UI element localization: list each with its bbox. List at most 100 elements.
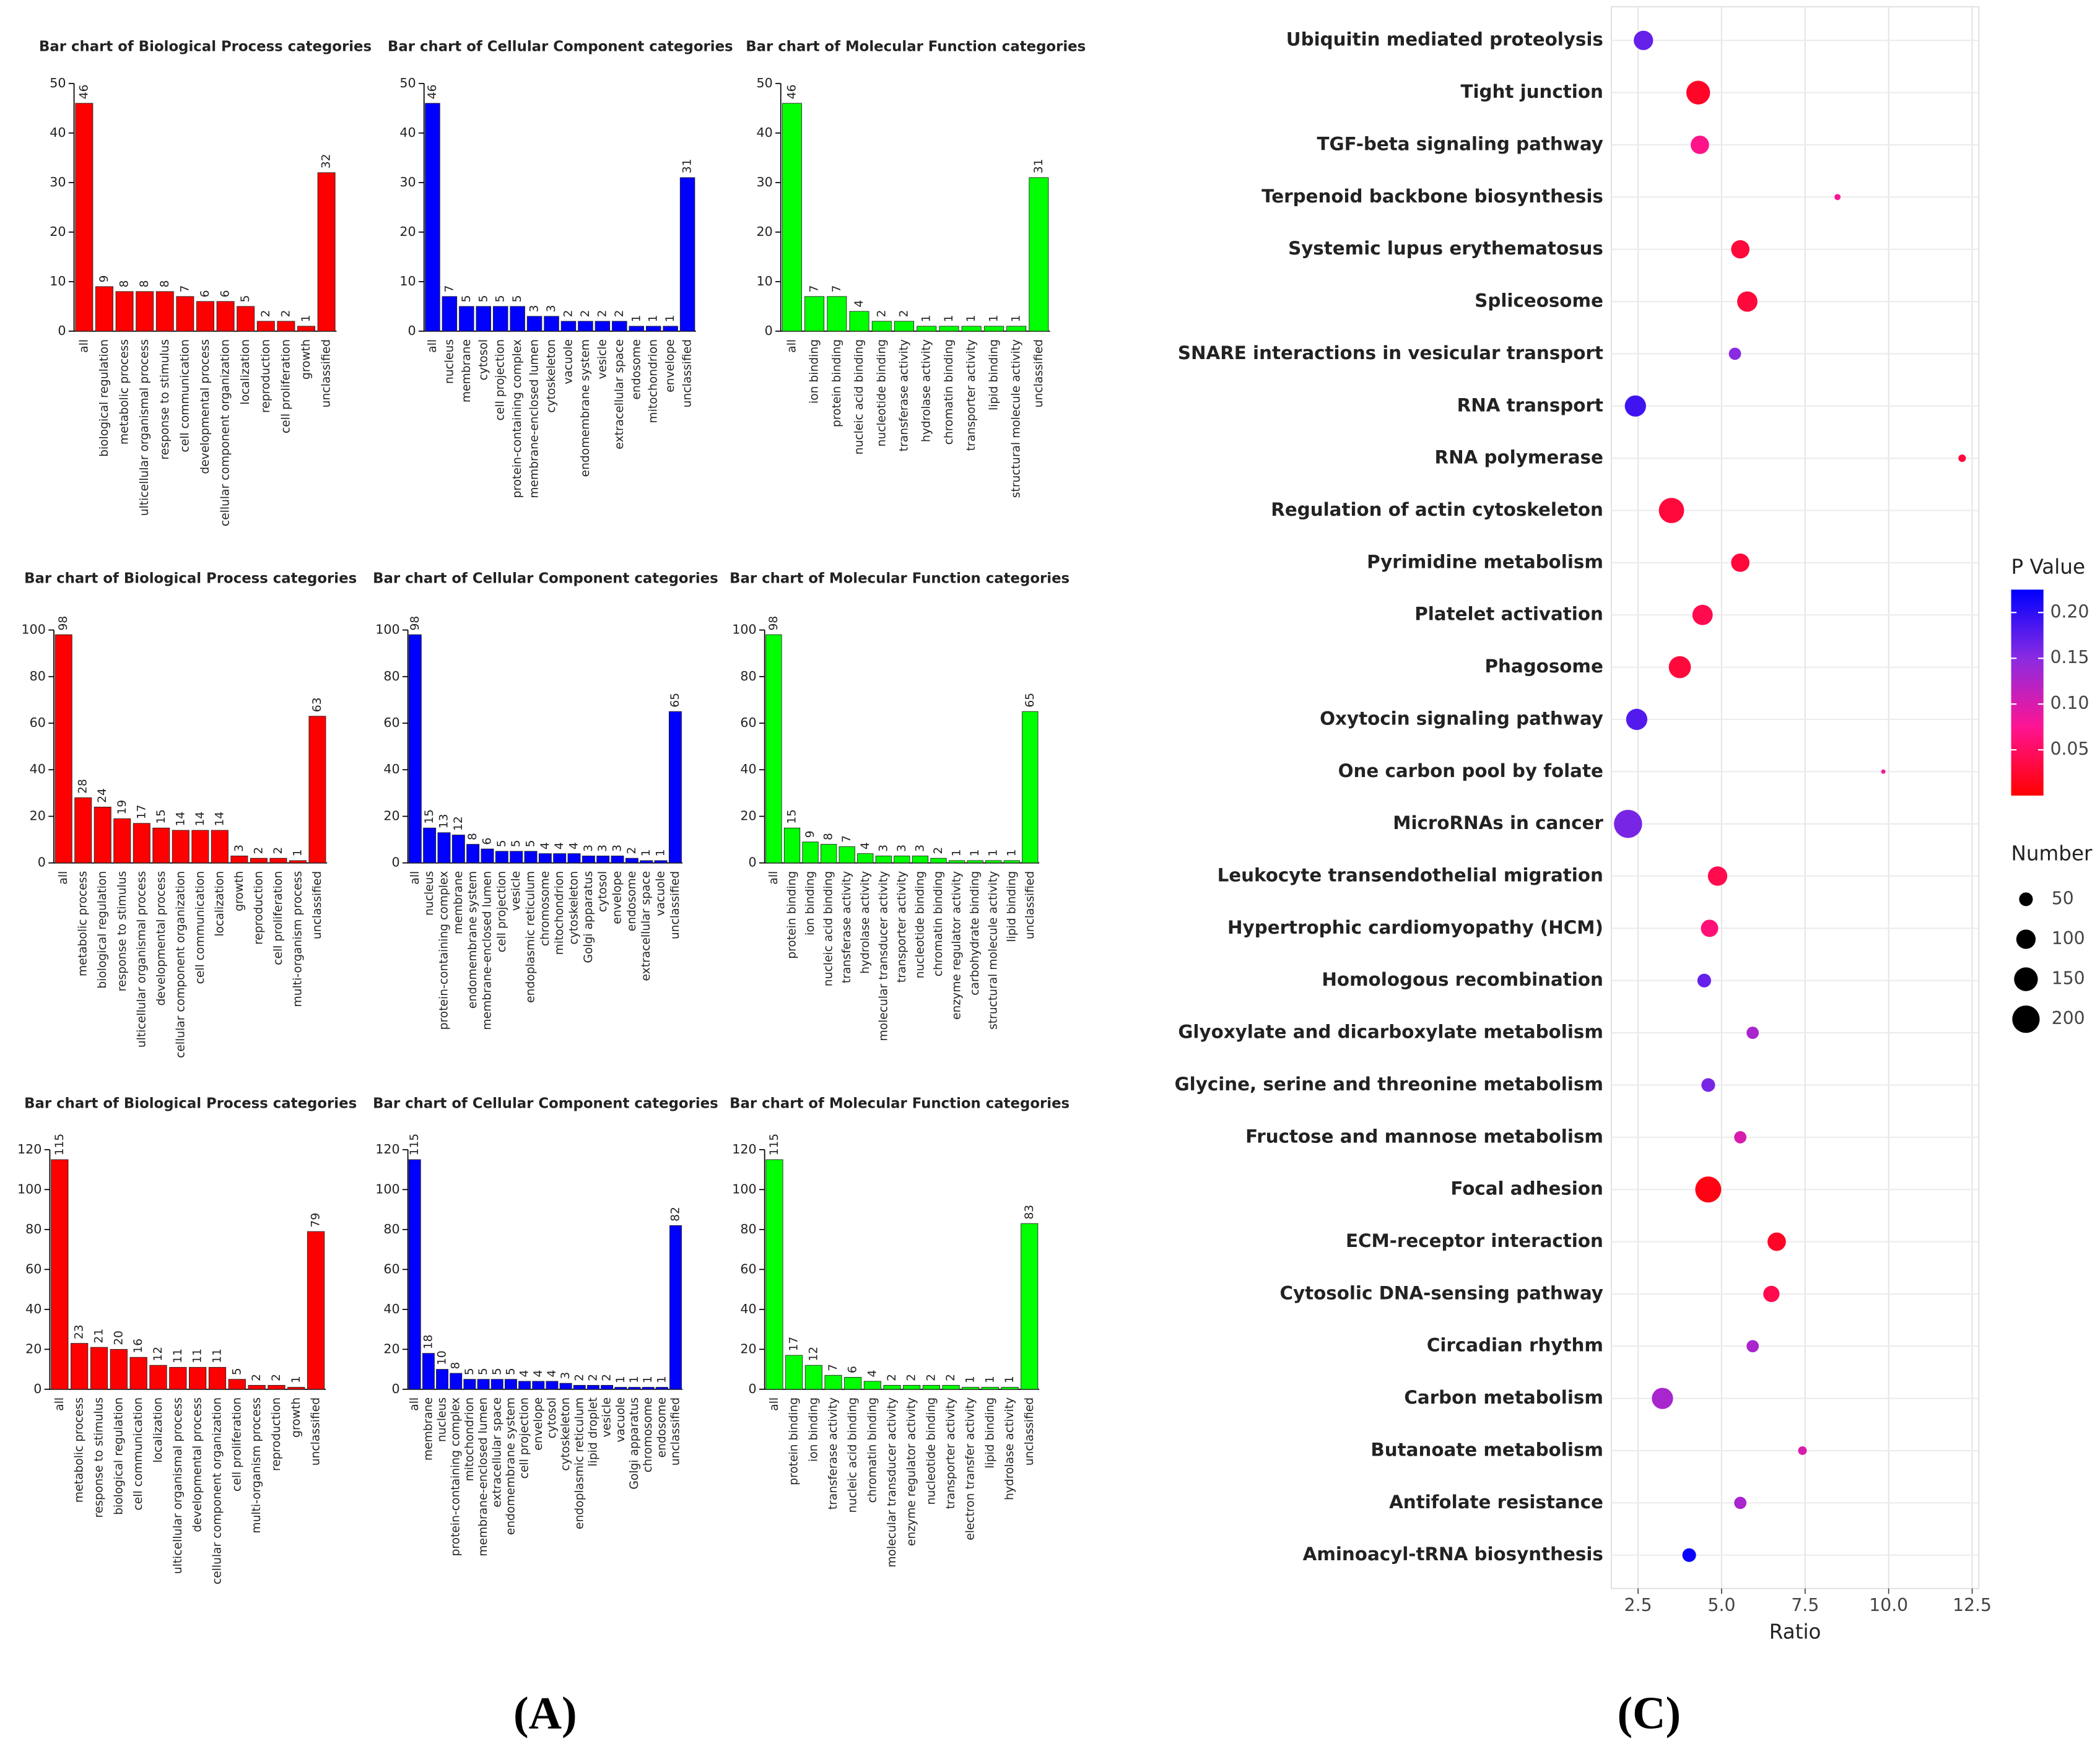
y-tick-label: 100 <box>17 1181 41 1196</box>
y-tick-label: 20 <box>399 224 416 239</box>
bar <box>481 848 494 864</box>
x-tick-label: all <box>408 1397 421 1411</box>
bar <box>191 830 209 864</box>
bar <box>612 321 627 332</box>
x-tick-label: localization <box>213 871 226 937</box>
value-label: 4 <box>518 1370 531 1378</box>
x-tick-label: biological regulation <box>96 871 109 989</box>
y-tick-label: 100 <box>732 1181 756 1196</box>
x-tick-label: cell proliferation <box>272 871 285 965</box>
x-tick-label: growth <box>233 871 246 911</box>
x-tick-label: vesicle <box>596 339 609 379</box>
bar <box>849 311 869 332</box>
x-tick-label: mitochondrion <box>463 1397 476 1482</box>
y-tick-label: Glycine, serine and threonine metabolism <box>1175 1074 1603 1095</box>
y-tick-label: 0 <box>391 855 399 870</box>
value-label: 1 <box>969 849 982 857</box>
value-label: 8 <box>118 280 131 287</box>
x-tick-label: molecular transducer activity <box>886 1397 899 1568</box>
x-tick-label: mitochondrion <box>553 871 566 955</box>
bar <box>586 1384 599 1390</box>
bar <box>94 806 111 864</box>
x-tick-label: endomembrane system <box>466 871 479 1009</box>
bar <box>595 321 611 332</box>
bar <box>169 1366 187 1390</box>
size-legend-label: 200 <box>2052 1008 2085 1028</box>
x-tick-label: reproduction <box>270 1397 283 1471</box>
value-label: 24 <box>96 788 109 803</box>
x-tick-label: enzyme regulator activity <box>905 1397 918 1546</box>
plot-background <box>1611 6 1980 1589</box>
y-tick-label: 0 <box>748 1381 756 1396</box>
x-tick-label: cell communication <box>194 871 207 984</box>
y-tick-label: 80 <box>30 669 46 684</box>
x-tick-label: vacuole <box>655 871 668 916</box>
x-tick-label: cytosol <box>477 339 490 380</box>
bubble <box>1731 240 1750 259</box>
x-tick-label: unclassified <box>310 1397 323 1466</box>
x-tick-label: developmental process <box>155 871 168 1006</box>
size-legend-label: 50 <box>2052 888 2074 908</box>
x-tick-label: chromatin binding <box>866 1397 879 1503</box>
value-label: 4 <box>539 842 552 849</box>
y-tick-label: 60 <box>740 1261 756 1276</box>
value-label: 8 <box>466 833 479 840</box>
x-tick-label: localization <box>239 339 252 405</box>
value-label: 32 <box>320 154 333 169</box>
value-label: 1 <box>300 315 313 322</box>
x-tick-label: endoplasmic reticulum <box>525 871 538 1003</box>
bar <box>90 1347 108 1390</box>
bar <box>269 858 287 864</box>
y-tick-label: Antifolate resistance <box>1389 1492 1603 1513</box>
value-label: 98 <box>409 616 422 631</box>
bar <box>645 326 661 332</box>
x-tick-label: response to stimulus <box>116 871 129 992</box>
bar <box>51 1159 69 1390</box>
chart-title: Bar chart of Biological Process categori… <box>24 1095 357 1111</box>
bar <box>189 1366 207 1390</box>
chart-title: Bar chart of Cellular Component categori… <box>373 570 718 586</box>
value-label: 4 <box>546 1370 559 1378</box>
value-label: 6 <box>199 290 212 297</box>
y-tick-label: Cytosolic DNA-sensing pathway <box>1279 1282 1603 1303</box>
value-label: 2 <box>579 310 592 317</box>
value-label: 17 <box>788 1337 801 1352</box>
value-label: 82 <box>669 1207 682 1222</box>
bar <box>308 716 326 864</box>
bar <box>208 1366 227 1390</box>
x-tick-label: multi-organism process <box>291 871 304 1007</box>
x-tick-label: unclassified <box>1024 871 1037 939</box>
x-tick-label: metabolic process <box>77 871 90 976</box>
y-tick-label: 20 <box>383 1341 399 1356</box>
x-tick-label: cytosol <box>546 1397 559 1438</box>
bar <box>863 1381 881 1390</box>
x-tick-label: protein-containing complex <box>437 871 450 1030</box>
x-tick-label: ion binding <box>807 1397 820 1462</box>
x-tick-label: endomembrane system <box>504 1397 517 1535</box>
x-tick-label: cytoskeleton <box>568 871 581 945</box>
bar <box>1006 326 1027 332</box>
bubble <box>1682 1548 1696 1562</box>
value-label: 1 <box>964 1376 977 1383</box>
bar <box>422 1353 435 1390</box>
x-tick-label: Golgi apparatus <box>582 871 595 963</box>
x-tick-label: nucleus <box>423 871 436 916</box>
value-label: 3 <box>528 305 541 312</box>
value-label: 21 <box>93 1329 106 1344</box>
value-label: 7 <box>808 285 821 292</box>
bubble <box>1691 136 1709 154</box>
value-label: 3 <box>611 845 624 852</box>
size-legend-label: 150 <box>2052 968 2085 989</box>
bubble <box>1958 454 1966 463</box>
bar <box>857 853 874 864</box>
bar <box>912 855 929 864</box>
value-label: 3 <box>559 1372 572 1379</box>
y-tick-label: 0 <box>38 855 46 870</box>
bar <box>961 326 982 332</box>
x-tick-label: envelope <box>664 339 677 393</box>
value-label: 2 <box>625 847 638 854</box>
bar <box>504 1379 517 1390</box>
x-tick-label: reproduction <box>252 871 265 945</box>
x-tick-label: transporter activity <box>965 339 978 451</box>
x-tick-label: unclassified <box>1023 1397 1036 1466</box>
